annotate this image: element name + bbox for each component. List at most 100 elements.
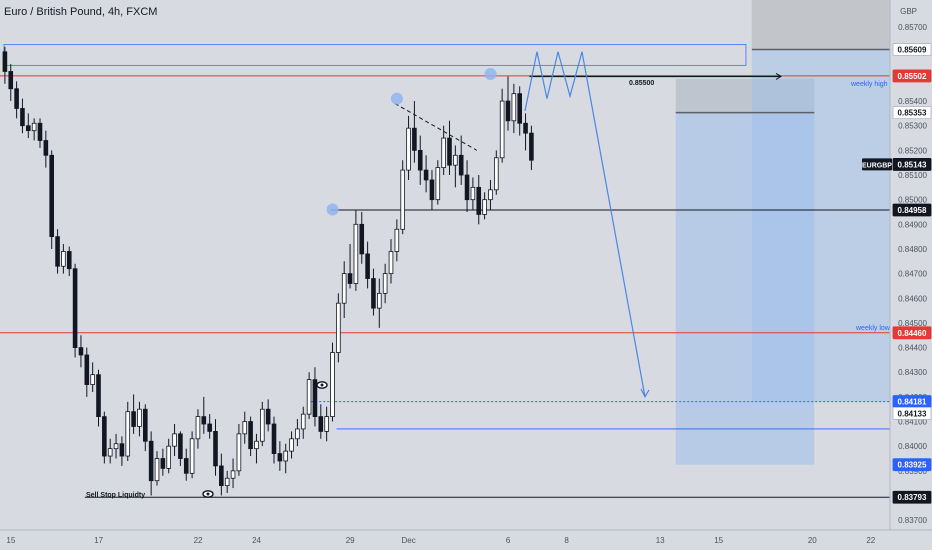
candle-body[interactable] bbox=[517, 93, 522, 124]
candle-body[interactable] bbox=[66, 251, 72, 270]
candle-body[interactable] bbox=[43, 140, 49, 156]
candle-body[interactable] bbox=[488, 189, 493, 201]
target-zone[interactable] bbox=[675, 78, 815, 465]
candle-body[interactable] bbox=[119, 443, 125, 457]
candle-body[interactable] bbox=[37, 122, 43, 141]
candle-body[interactable] bbox=[523, 122, 528, 134]
price-badge[interactable] bbox=[892, 203, 932, 217]
candle-body[interactable] bbox=[417, 149, 423, 171]
candle-body[interactable] bbox=[306, 379, 312, 415]
swing-marker[interactable] bbox=[326, 203, 339, 216]
candle-body[interactable] bbox=[248, 421, 253, 450]
swing-marker[interactable] bbox=[484, 67, 497, 80]
candle-body[interactable] bbox=[242, 421, 248, 435]
candle-body[interactable] bbox=[511, 93, 517, 122]
candle-body[interactable] bbox=[160, 458, 166, 469]
candle-body[interactable] bbox=[2, 51, 8, 72]
candle-body[interactable] bbox=[201, 416, 207, 425]
candle-body[interactable] bbox=[113, 443, 119, 450]
supply-zone-outline[interactable] bbox=[3, 44, 747, 66]
candle-body[interactable] bbox=[148, 440, 154, 482]
candle-body[interactable] bbox=[20, 108, 25, 127]
candle-body[interactable] bbox=[476, 186, 482, 215]
candle-body[interactable] bbox=[341, 273, 347, 304]
candle-body[interactable] bbox=[207, 423, 212, 432]
candle-body[interactable] bbox=[376, 292, 382, 309]
candle-body[interactable] bbox=[423, 169, 429, 181]
candle-body[interactable] bbox=[312, 379, 318, 418]
candle-body[interactable] bbox=[388, 251, 394, 275]
price-badge[interactable] bbox=[892, 43, 932, 56]
symbol-tag[interactable] bbox=[862, 158, 892, 171]
candle-body[interactable] bbox=[259, 408, 265, 442]
price-badge[interactable] bbox=[892, 106, 932, 120]
candle-body[interactable] bbox=[277, 453, 283, 462]
candle-body[interactable] bbox=[289, 438, 294, 452]
candle-body[interactable] bbox=[137, 408, 142, 427]
candle-body[interactable] bbox=[84, 354, 90, 385]
candle-body[interactable] bbox=[353, 223, 359, 284]
symbol-title[interactable]: Euro / British Pound, 4h, FXCM bbox=[4, 6, 158, 18]
candle-body[interactable] bbox=[14, 88, 19, 109]
candle-body[interactable] bbox=[453, 154, 458, 166]
candle-body[interactable] bbox=[283, 450, 288, 462]
candle-body[interactable] bbox=[295, 428, 300, 440]
candle-body[interactable] bbox=[529, 132, 534, 161]
trendline-dashed[interactable] bbox=[394, 103, 478, 151]
candle-body[interactable] bbox=[172, 433, 177, 447]
candle-body[interactable] bbox=[324, 416, 329, 432]
candle-body[interactable] bbox=[236, 433, 242, 472]
candle-body[interactable] bbox=[400, 169, 405, 230]
candle-body[interactable] bbox=[154, 458, 160, 482]
candle-body[interactable] bbox=[406, 127, 411, 171]
price-badge[interactable] bbox=[892, 69, 932, 83]
candle-body[interactable] bbox=[318, 416, 324, 432]
candle-body[interactable] bbox=[382, 273, 388, 294]
projection-path[interactable] bbox=[524, 51, 646, 397]
right-blue-zone[interactable] bbox=[751, 49, 890, 402]
candle-body[interactable] bbox=[195, 416, 201, 440]
price-badge[interactable] bbox=[892, 158, 932, 171]
candle-body[interactable] bbox=[49, 154, 54, 238]
candle-body[interactable] bbox=[359, 223, 365, 255]
candle-body[interactable] bbox=[371, 278, 376, 309]
price-badge[interactable] bbox=[892, 326, 932, 340]
candle-body[interactable] bbox=[166, 445, 172, 469]
candle-body[interactable] bbox=[412, 127, 417, 151]
candle-body[interactable] bbox=[224, 477, 230, 487]
candle-body[interactable] bbox=[131, 411, 136, 427]
candle-body[interactable] bbox=[61, 251, 66, 267]
candle-body[interactable] bbox=[441, 137, 446, 169]
candle-body[interactable] bbox=[72, 268, 78, 348]
candle-body[interactable] bbox=[142, 408, 148, 442]
candle-body[interactable] bbox=[347, 273, 353, 284]
candle-body[interactable] bbox=[429, 179, 435, 201]
candle-body[interactable] bbox=[365, 253, 370, 279]
candle-body[interactable] bbox=[31, 122, 37, 132]
candle-body[interactable] bbox=[178, 433, 183, 459]
candle-body[interactable] bbox=[219, 465, 224, 487]
candle-body[interactable] bbox=[230, 470, 236, 479]
candle-body[interactable] bbox=[447, 137, 452, 166]
candle-body[interactable] bbox=[102, 416, 107, 457]
candle-body[interactable] bbox=[78, 347, 84, 356]
candle-body[interactable] bbox=[96, 374, 101, 418]
candle-body[interactable] bbox=[330, 352, 335, 418]
candle-body[interactable] bbox=[435, 167, 441, 201]
candle-body[interactable] bbox=[300, 413, 306, 430]
candle-body[interactable] bbox=[458, 154, 464, 176]
candle-body[interactable] bbox=[505, 100, 511, 122]
candle-body[interactable] bbox=[183, 458, 189, 474]
candle-body[interactable] bbox=[271, 423, 277, 454]
candle-body[interactable] bbox=[125, 411, 131, 457]
candle-body[interactable] bbox=[265, 408, 271, 425]
price-badge[interactable] bbox=[892, 406, 932, 420]
price-badge[interactable] bbox=[892, 458, 932, 472]
candle-body[interactable] bbox=[107, 448, 113, 457]
swing-marker[interactable] bbox=[390, 92, 403, 105]
price-badge[interactable] bbox=[892, 490, 932, 504]
candle-body[interactable] bbox=[470, 186, 476, 201]
candle-body[interactable] bbox=[493, 157, 499, 191]
